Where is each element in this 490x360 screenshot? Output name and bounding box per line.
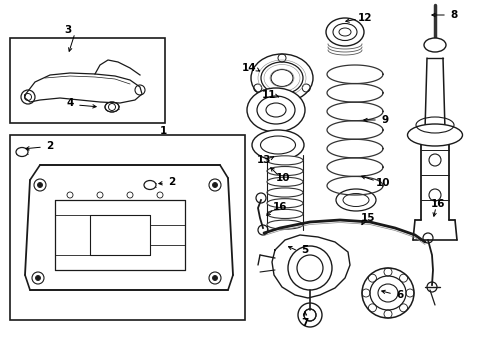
Circle shape: [38, 183, 43, 188]
Circle shape: [213, 183, 218, 188]
Ellipse shape: [326, 18, 364, 46]
Ellipse shape: [267, 199, 303, 208]
Text: 9: 9: [381, 115, 389, 125]
Ellipse shape: [336, 189, 376, 211]
Text: 5: 5: [301, 245, 309, 255]
Ellipse shape: [105, 102, 119, 112]
Text: 10: 10: [276, 173, 290, 183]
Ellipse shape: [362, 268, 414, 318]
Text: 10: 10: [376, 178, 390, 188]
Ellipse shape: [144, 180, 156, 189]
Ellipse shape: [267, 177, 303, 186]
Text: 15: 15: [361, 213, 375, 223]
Text: 14: 14: [242, 63, 256, 73]
Text: 2: 2: [169, 177, 175, 187]
Text: 16: 16: [431, 199, 445, 209]
Circle shape: [213, 275, 218, 280]
Text: 4: 4: [66, 98, 74, 108]
Text: 6: 6: [396, 290, 404, 300]
Text: 16: 16: [273, 202, 287, 212]
Ellipse shape: [247, 88, 305, 132]
Text: 1: 1: [159, 126, 167, 136]
Circle shape: [35, 275, 41, 280]
Text: 12: 12: [358, 13, 372, 23]
Text: 11: 11: [262, 90, 276, 100]
Ellipse shape: [424, 38, 446, 52]
Ellipse shape: [252, 130, 304, 160]
Text: 7: 7: [301, 318, 309, 328]
Ellipse shape: [267, 220, 303, 229]
Bar: [10, 135, 245, 320]
Text: 3: 3: [64, 25, 72, 35]
Text: 2: 2: [47, 141, 53, 151]
Text: 8: 8: [450, 10, 458, 20]
Bar: [10, 38, 165, 123]
Text: 13: 13: [257, 155, 271, 165]
Ellipse shape: [408, 124, 463, 146]
Ellipse shape: [267, 156, 303, 165]
Ellipse shape: [251, 54, 313, 102]
Ellipse shape: [16, 148, 28, 157]
